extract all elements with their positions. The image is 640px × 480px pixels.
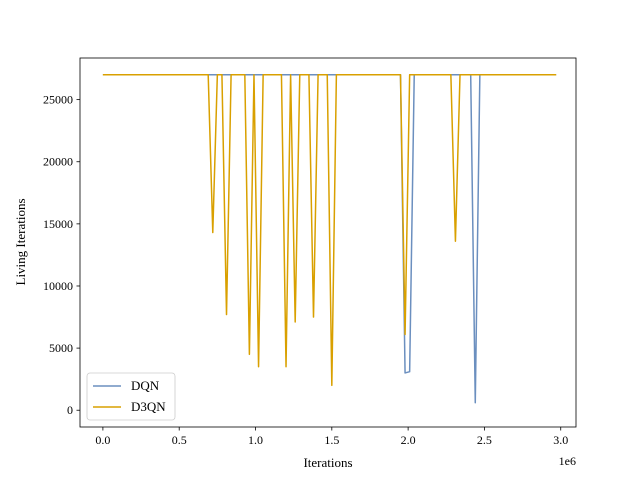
y-tick-label: 10000 [43,279,73,293]
legend: DQN D3QN [86,372,176,421]
y-tick-label: 15000 [43,217,73,231]
axes-frame [79,57,577,428]
legend-label-dqn: DQN [131,378,160,393]
y-axis-label: Living Iterations [13,198,28,285]
plot-lines [102,74,557,404]
y-tick-label: 20000 [43,155,73,169]
x-axis-ticks: 0.0 0.5 1.0 1.5 2.0 2.5 3.0 [95,427,568,447]
series-line-d3qn [102,74,557,387]
x-tick-label: 1.0 [248,433,263,447]
legend-box [86,372,176,421]
x-tick-label: 3.0 [553,433,568,447]
x-offset-label: 1e6 [559,454,576,468]
x-tick-label: 0.5 [172,433,187,447]
legend-label-d3qn: D3QN [131,399,166,414]
x-tick-label: 1.5 [324,433,339,447]
x-tick-label: 2.5 [477,433,492,447]
x-tick-label: 0.0 [95,433,110,447]
y-tick-label: 5000 [49,341,73,355]
x-axis-label: Iterations [303,455,352,470]
y-tick-label: 0 [67,403,73,417]
y-tick-label: 25000 [43,93,73,107]
x-tick-label: 2.0 [401,433,416,447]
y-axis-ticks: 0 5000 10000 15000 20000 25000 [43,93,80,417]
